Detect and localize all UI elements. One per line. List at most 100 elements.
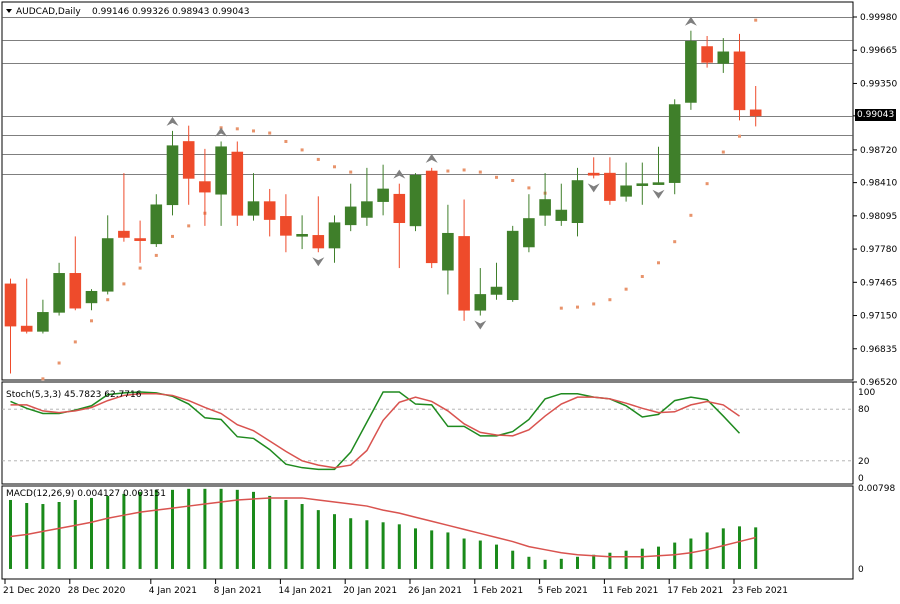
macd-bar <box>738 526 741 569</box>
macd-bar <box>284 499 288 569</box>
price-tick-label: 0.96520 <box>860 378 897 388</box>
macd-bar <box>754 527 758 569</box>
sar-dot <box>235 127 239 131</box>
time-tick-label: 8 Jan 2021 <box>214 586 262 596</box>
fractal-down-arrow <box>312 257 325 267</box>
sar-dot <box>252 129 255 133</box>
stoch-tick-label: 80 <box>858 405 870 415</box>
sar-dot <box>349 170 353 174</box>
sar-dot <box>738 134 741 138</box>
stoch-tick-label: 20 <box>858 457 870 467</box>
sar-dot <box>171 234 174 238</box>
sar-dot <box>478 170 482 174</box>
candle-body <box>652 182 665 185</box>
candle-body <box>182 141 195 179</box>
candle-body <box>587 172 600 176</box>
sar-dot <box>576 305 579 309</box>
sar-dot <box>268 131 272 135</box>
candle-body <box>199 181 211 193</box>
current-price-label: 0.99043 <box>855 108 897 121</box>
candle-body <box>118 230 130 238</box>
macd-bar <box>187 488 191 569</box>
candle-body <box>604 172 616 201</box>
price-tick-label: 0.98095 <box>860 212 897 222</box>
macd-bar <box>203 488 207 569</box>
macd-bar <box>252 491 255 569</box>
fractal-up-arrow <box>393 169 406 179</box>
macd-bar <box>576 556 579 569</box>
price-axis: 0.99980 0.99665 0.99350 0.98720 0.98410 0.980… <box>853 13 897 388</box>
candle-body <box>539 199 551 216</box>
sar-dot <box>592 302 596 306</box>
candle-body <box>280 216 292 236</box>
candle-body <box>231 151 244 216</box>
stochastic-panel: 100 80 20 0 <box>2 388 875 484</box>
price-panel-frame <box>1 1 854 381</box>
candle-body <box>442 232 454 271</box>
time-tick-label: 5 Feb 2021 <box>538 586 588 596</box>
macd-bar <box>689 538 693 569</box>
stoch-signal-line <box>10 392 740 469</box>
sar-dot <box>705 182 709 186</box>
candle-body <box>134 238 146 241</box>
candle-body <box>668 104 681 183</box>
macd-bar <box>495 544 498 569</box>
sar-dot <box>122 282 126 286</box>
candle-body <box>37 312 49 332</box>
sar-dot <box>673 240 677 244</box>
sar-dot <box>689 213 693 217</box>
candle-body <box>166 145 179 206</box>
candle-body <box>393 193 406 224</box>
sar-dot <box>657 261 660 265</box>
candle-body <box>749 109 762 117</box>
price-tick-label: 0.99350 <box>860 79 897 89</box>
macd-bar <box>106 495 110 569</box>
macd-bar <box>25 503 29 569</box>
candle-body <box>620 185 632 197</box>
time-tick-label: 17 Feb 2021 <box>667 586 723 596</box>
sar-dot <box>511 179 515 183</box>
sar-dot <box>90 319 93 323</box>
candle-body <box>101 238 114 292</box>
dropdown-triangle-icon[interactable] <box>6 9 12 13</box>
candle-body <box>425 170 438 264</box>
candle-body <box>571 180 584 224</box>
macd-bar <box>673 542 677 569</box>
fractal-up-arrow <box>215 127 228 137</box>
macd-bar <box>73 499 77 569</box>
macd-bar <box>721 528 725 569</box>
stoch-tick-label: 0 <box>858 474 864 484</box>
sar-dot <box>754 18 758 22</box>
macd-bar <box>349 518 353 569</box>
macd-bar <box>543 559 547 569</box>
price-tick-label: 0.98410 <box>860 179 897 189</box>
macd-bar <box>333 514 336 569</box>
macd-bar <box>430 530 434 569</box>
candle-body <box>685 40 697 103</box>
candle-body <box>506 230 519 301</box>
stoch-tick-label: 100 <box>858 388 875 398</box>
time-tick-label: 4 Jan 2021 <box>149 586 197 596</box>
macd-bar <box>171 489 174 569</box>
stoch-label: Stoch(5,3,3) 45.7823 62.7716 <box>6 390 142 400</box>
macd-bar <box>397 524 401 569</box>
fractals <box>166 16 697 330</box>
macd-bar <box>640 548 644 569</box>
sar-dot <box>446 169 450 173</box>
candle-body <box>474 294 487 311</box>
macd-label: MACD(12,26,9) 0.004127 0.003151 <box>6 489 166 499</box>
time-tick-label: 14 Jan 2021 <box>278 586 332 596</box>
time-tick-label: 1 Feb 2021 <box>473 586 523 596</box>
sar-dot <box>41 377 45 381</box>
candle-body <box>733 51 746 111</box>
candle-body <box>409 174 422 227</box>
fractal-up-arrow <box>166 116 179 126</box>
sar-dot <box>106 298 110 302</box>
macd-bar <box>90 497 93 569</box>
price-tick-label: 0.97465 <box>860 278 897 288</box>
sar-dot <box>187 224 191 228</box>
ohlc-values: 0.99146 0.99326 0.98943 0.99043 <box>92 7 249 17</box>
candle-body <box>344 206 357 226</box>
